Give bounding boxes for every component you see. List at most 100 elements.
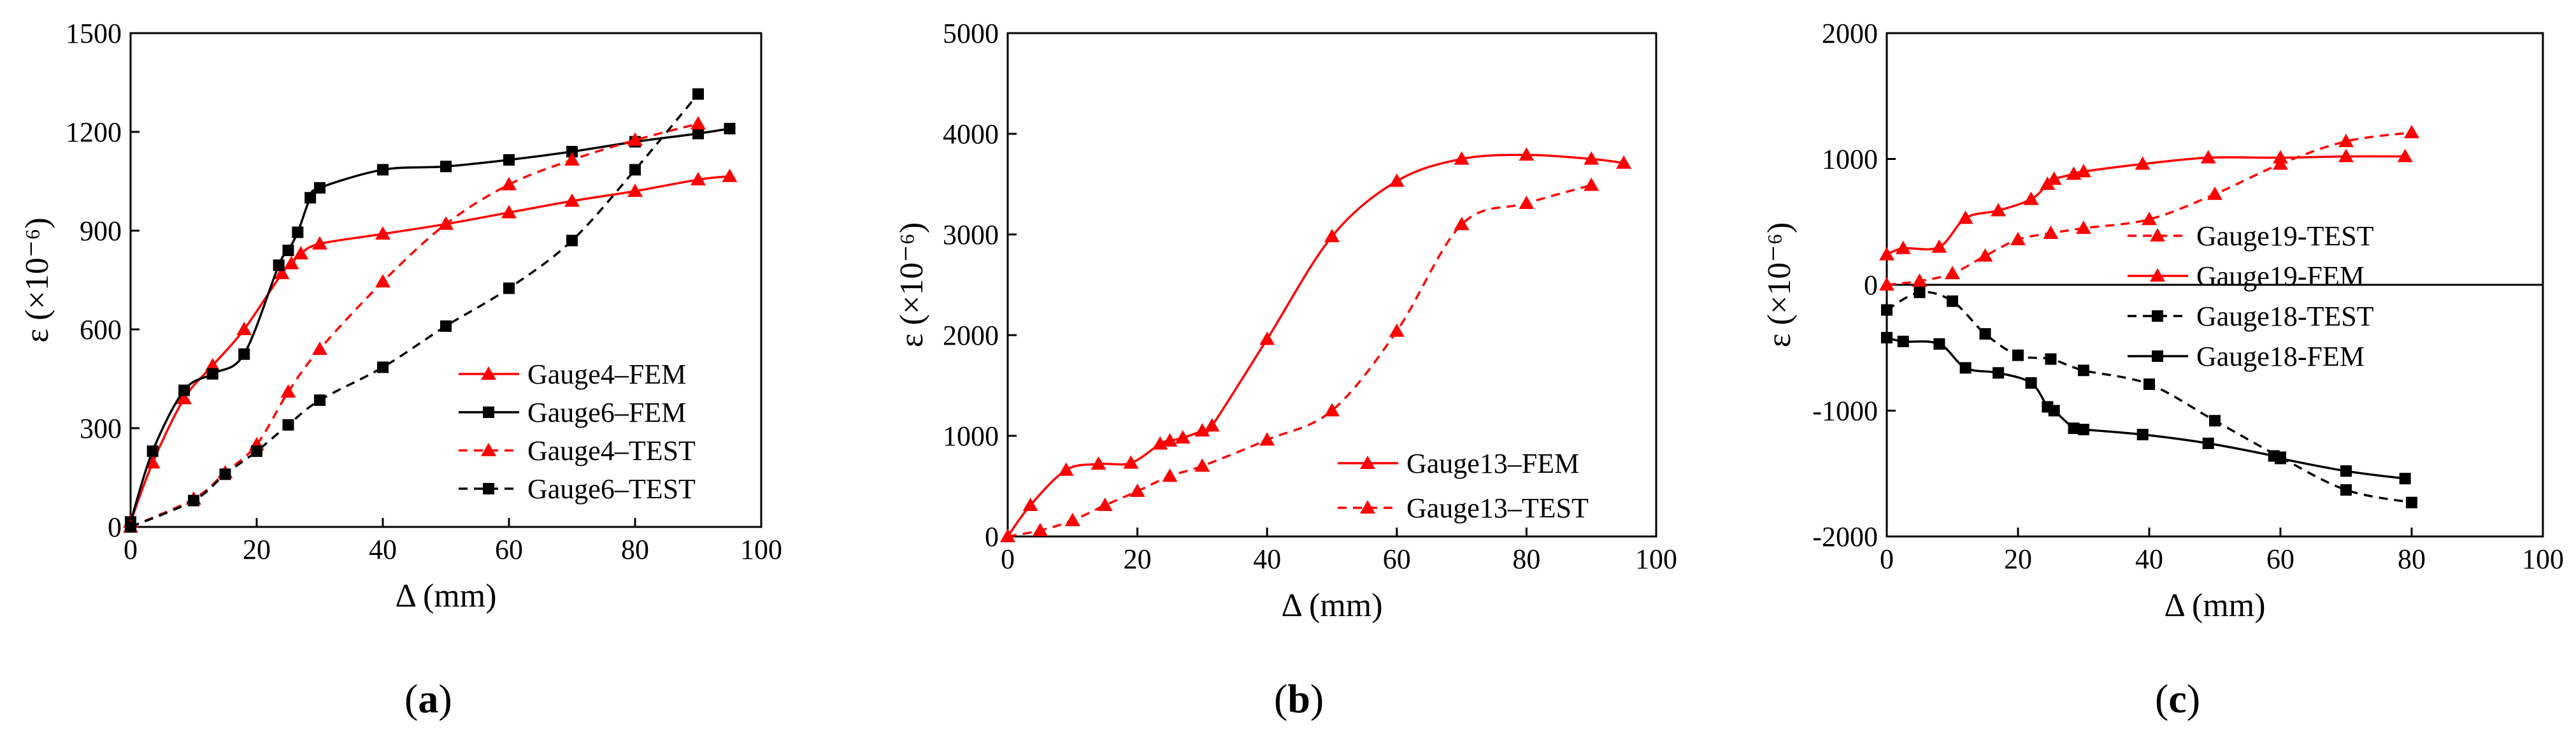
data-point bbox=[251, 445, 262, 457]
data-point bbox=[375, 226, 390, 240]
data-point bbox=[2404, 125, 2419, 139]
data-point bbox=[692, 88, 704, 100]
data-point bbox=[178, 384, 190, 396]
chart-panel-a: 0 20 40 60 80 100 0 300 600 900 1200 1500 Δ (mm) ε (×… bbox=[19, 18, 782, 721]
y-axis-title: ε (×10⁻⁶) bbox=[1761, 222, 1798, 347]
data-point bbox=[1064, 512, 1080, 526]
data-point bbox=[2275, 452, 2286, 464]
data-point bbox=[691, 116, 706, 130]
x-tick-label: 40 bbox=[2135, 543, 2163, 575]
legend-marker bbox=[1360, 500, 1375, 514]
data-point bbox=[1959, 362, 1971, 374]
data-point bbox=[1097, 498, 1113, 512]
data-point bbox=[377, 164, 389, 176]
plot-frame bbox=[1006, 32, 1657, 538]
x-axis-title: Δ (mm) bbox=[395, 578, 496, 614]
plot-frame bbox=[129, 32, 762, 528]
x-axis-title: Δ (mm) bbox=[1281, 587, 1382, 624]
x-tick-label: 80 bbox=[2398, 543, 2426, 575]
x-tick-label: 60 bbox=[2266, 543, 2294, 575]
legend-marker bbox=[2150, 228, 2165, 241]
data-point bbox=[1204, 418, 1220, 432]
legend-label: Gauge6–FEM bbox=[527, 397, 686, 428]
panel-label: (b) bbox=[1274, 676, 1324, 721]
data-point bbox=[692, 127, 704, 140]
data-point bbox=[1324, 403, 1340, 417]
data-point bbox=[2012, 349, 2024, 361]
data-point bbox=[282, 245, 294, 256]
data-point bbox=[283, 255, 299, 270]
data-point bbox=[1058, 462, 1074, 476]
x-tick-label: 0 bbox=[1001, 543, 1015, 575]
y-tick-label: 1000 bbox=[1822, 144, 1878, 175]
legend: Gauge13–FEM Gauge13–TEST bbox=[1338, 448, 1589, 524]
data-point bbox=[2200, 150, 2216, 164]
data-point bbox=[2076, 220, 2091, 234]
panel-label: (c) bbox=[2155, 676, 2200, 721]
data-point bbox=[438, 216, 454, 230]
data-point bbox=[1032, 522, 1048, 536]
legend: Gauge19-TEST Gauge19-FEM Gauge18-TEST Gauge… bbox=[2128, 220, 2374, 372]
data-point bbox=[312, 236, 327, 250]
data-point bbox=[566, 234, 578, 247]
panel-label: (a) bbox=[404, 676, 452, 721]
series-line bbox=[130, 122, 699, 528]
data-point bbox=[145, 455, 161, 469]
data-point bbox=[1022, 498, 1038, 512]
legend-marker bbox=[2152, 310, 2163, 322]
data-point bbox=[2078, 364, 2089, 377]
data-point bbox=[377, 361, 389, 373]
data-point bbox=[1584, 151, 1599, 165]
data-point bbox=[238, 348, 250, 360]
data-point bbox=[564, 193, 580, 207]
data-point bbox=[1881, 304, 1893, 316]
data-point bbox=[1933, 338, 1945, 350]
data-point bbox=[1194, 458, 1210, 472]
data-point bbox=[503, 154, 515, 166]
x-tick-label: 60 bbox=[495, 534, 523, 565]
data-point bbox=[2023, 191, 2039, 205]
data-point bbox=[2142, 212, 2157, 226]
data-point bbox=[204, 357, 220, 371]
data-point bbox=[1123, 455, 1139, 469]
data-point bbox=[1000, 529, 1015, 542]
data-point bbox=[314, 182, 326, 194]
data-point bbox=[312, 342, 327, 355]
series-Gauge13–TEST bbox=[1000, 177, 1599, 542]
legend-marker bbox=[483, 483, 494, 494]
data-point bbox=[2207, 186, 2222, 200]
data-point bbox=[1389, 173, 1405, 187]
data-point bbox=[1912, 273, 1928, 287]
data-point bbox=[1324, 229, 1340, 243]
series-Gauge18-FEM bbox=[1881, 331, 2411, 485]
data-point bbox=[206, 368, 218, 380]
data-point bbox=[2209, 415, 2221, 427]
data-point bbox=[293, 246, 309, 260]
y-tick-label: 4000 bbox=[943, 119, 999, 150]
data-point bbox=[1454, 217, 1470, 231]
data-point bbox=[2076, 164, 2091, 178]
x-tick-label: 60 bbox=[1383, 543, 1411, 575]
y-tick-label: 5000 bbox=[943, 18, 999, 49]
data-point bbox=[1259, 331, 1275, 345]
data-point bbox=[1914, 286, 1926, 298]
legend-label: Gauge18-TEST bbox=[2196, 301, 2374, 332]
y-tick-label: 1500 bbox=[66, 18, 122, 49]
x-tick-label: 0 bbox=[124, 534, 138, 565]
data-point bbox=[1454, 151, 1470, 165]
data-point bbox=[1931, 239, 1947, 253]
data-point bbox=[691, 171, 706, 185]
data-point bbox=[566, 146, 578, 157]
y-axis-title: ε (×10⁻⁶) bbox=[894, 222, 930, 347]
data-point bbox=[2136, 429, 2149, 441]
data-point bbox=[125, 521, 136, 533]
series-Gauge19-FEM bbox=[1879, 148, 2413, 261]
legend-marker bbox=[481, 443, 496, 456]
data-point bbox=[282, 419, 294, 431]
x-tick-label: 20 bbox=[1124, 543, 1152, 575]
x-tick-label: 80 bbox=[1512, 543, 1540, 575]
data-point bbox=[219, 468, 231, 480]
data-point bbox=[1979, 328, 1991, 340]
legend-label: Gauge19-FEM bbox=[2196, 261, 2365, 292]
legend-label: Gauge13–TEST bbox=[1406, 493, 1589, 524]
